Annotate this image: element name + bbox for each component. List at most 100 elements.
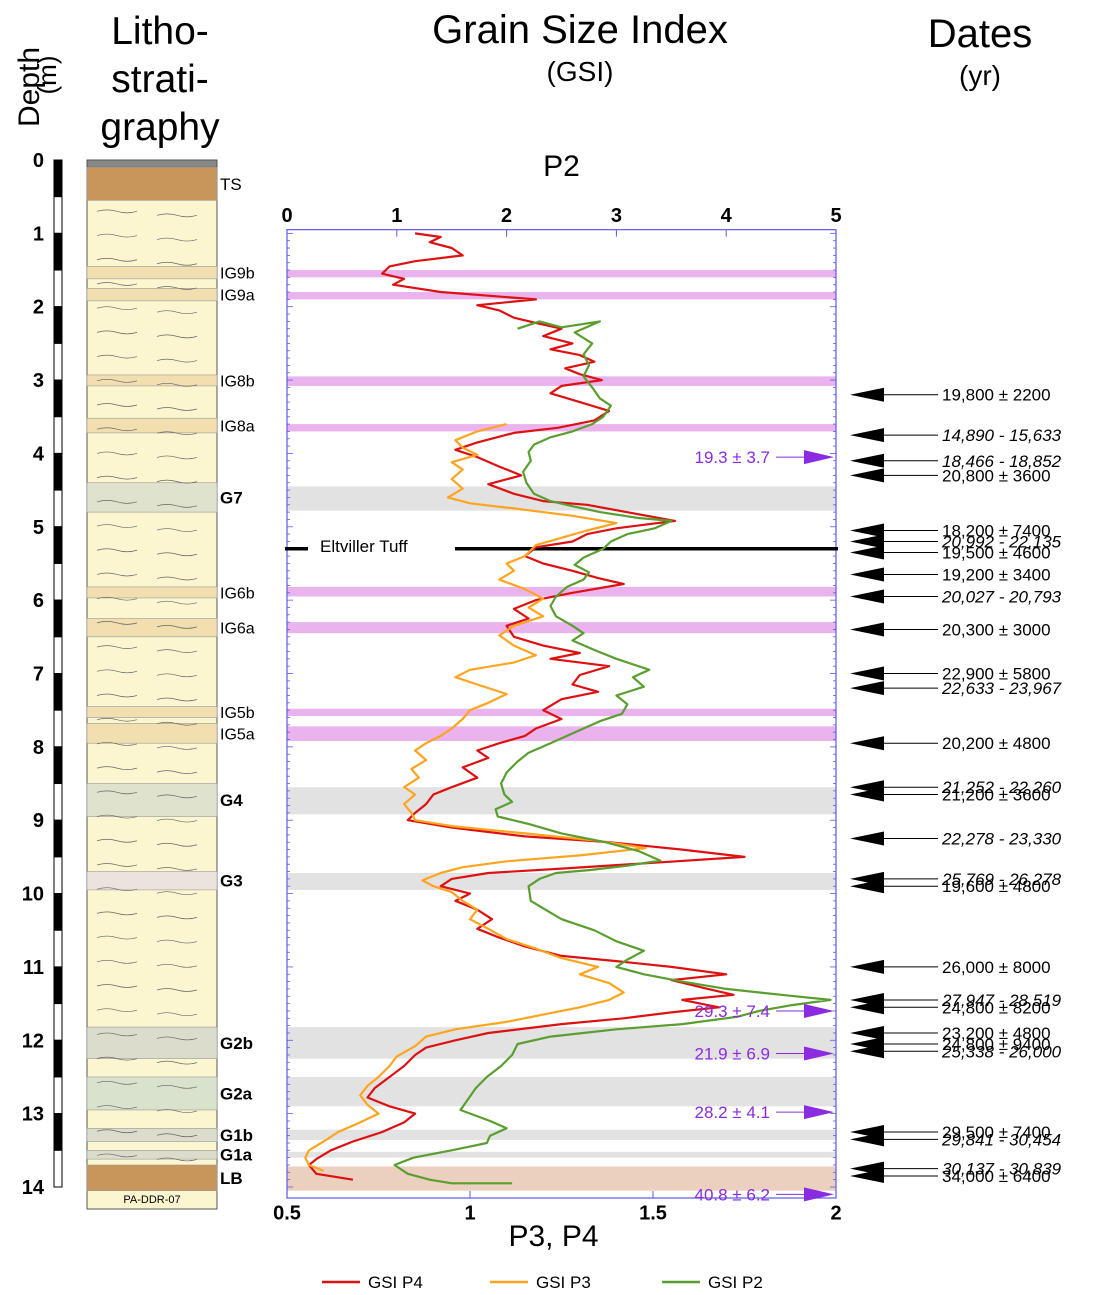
osl-arrow-head: [804, 1003, 834, 1018]
depth-scale-segment: [53, 1149, 63, 1188]
band-g3: [287, 873, 836, 890]
top-axis-tick-label: 3: [611, 205, 622, 227]
depth-scale-segment: [53, 1003, 63, 1041]
gsi-title-text: Grain Size Index: [432, 8, 728, 52]
date-arrow-head: [850, 523, 884, 538]
depth-scale-segment: [53, 342, 63, 381]
lithology-unit-label: G1a: [220, 1146, 253, 1165]
bottom-axis-tick-label: 1.5: [639, 1203, 667, 1225]
date-label: 19,800 ± 2200: [942, 386, 1051, 405]
lithology-unit-label: IG8b: [220, 373, 255, 390]
band-ig8b: [287, 376, 836, 386]
core-label: PA-DDR-07: [123, 1194, 180, 1206]
depth-scale-segment: [53, 856, 63, 895]
lithology-unit-label: G2b: [220, 1034, 253, 1053]
depth-tick-label: 5: [33, 517, 44, 539]
lithology-texture-line: [96, 1056, 198, 1065]
lithology-unit: [86, 417, 218, 434]
depth-scale-segment: [53, 379, 63, 418]
lithology-unit: [86, 1150, 218, 1160]
series-line-gsi-p4: [307, 232, 746, 1181]
lithology-unit: [86, 1026, 218, 1059]
depth-scale-segment: [53, 196, 63, 234]
lithostratigraphy-header: Litho- strati- graphy: [80, 8, 240, 152]
band-ig5b: [287, 708, 836, 717]
osl-value-label: 28.2 ± 4.1: [695, 1103, 771, 1122]
depth-tick-label: 3: [33, 370, 44, 392]
date-label: 20,300 ± 3000: [942, 620, 1051, 639]
date-label: 21,200 ± 3600: [942, 786, 1051, 805]
lithology-texture-line: [96, 790, 198, 799]
date-label: 30,137 - 30,839: [942, 1160, 1062, 1179]
lithology-texture-line: [96, 499, 198, 508]
lithology-texture-line: [96, 354, 198, 363]
date-label: 29,841 - 30,454: [941, 1130, 1061, 1149]
depth-tick-label: 2: [33, 297, 44, 319]
lithology-texture-line: [96, 596, 198, 605]
date-label: 26,000 ± 8000: [942, 958, 1051, 977]
depth-tick-label: 14: [22, 1177, 45, 1199]
band-g4: [287, 787, 836, 815]
bottom-axis-tick-label: 2: [830, 1203, 841, 1225]
lithology-texture-line: [96, 548, 198, 557]
date-label: 20,800 ± 3600: [942, 466, 1051, 485]
depth-scale-segment: [53, 562, 63, 601]
lithology-texture-line: [96, 742, 198, 750]
date-arrow-head: [850, 831, 884, 846]
lithology-texture-line: [96, 1105, 198, 1113]
osl-arrow-head: [804, 1105, 834, 1120]
series-line-gsi-p2: [393, 320, 832, 1185]
lithology-texture-line: [96, 984, 198, 992]
depth-tick-label: 4: [33, 443, 45, 465]
lithology-texture-line: [96, 717, 198, 726]
depth-scale-segment: [53, 1039, 63, 1078]
depth-scale-segment: [53, 232, 63, 271]
lithology-unit-label: G3: [220, 872, 243, 891]
date-arrow-head: [850, 666, 884, 681]
lithology-unit-label: IG9b: [220, 266, 255, 283]
date-label: 24,800 ± 8200: [942, 998, 1051, 1017]
depth-scale-segment: [53, 709, 63, 748]
date-label: 20,992 - 22,135: [941, 532, 1062, 551]
band-g2a: [287, 1076, 836, 1107]
top-axis-title: P2: [543, 150, 580, 183]
lithology-unit-label: TS: [220, 175, 242, 194]
depth-tick-label: 9: [33, 810, 44, 832]
lithology-unit: [86, 783, 218, 817]
lithology-unit-label: IG5b: [220, 705, 255, 722]
lithology-texture-line: [96, 1153, 198, 1162]
lithology-texture-line: [96, 863, 198, 871]
osl-arrow-head: [804, 1046, 834, 1061]
depth-tick-label: 13: [22, 1104, 44, 1126]
date-label: 18,466 - 18,852: [942, 452, 1062, 471]
lithology-unit: [86, 723, 218, 744]
depth-tick-label: 11: [23, 957, 44, 979]
date-arrow-head: [850, 681, 884, 696]
lithology-unit: [86, 1164, 218, 1191]
depth-scale-segment: [53, 893, 63, 931]
lithology-texture-line: [96, 1008, 198, 1017]
lithology-texture-line: [96, 887, 198, 896]
bottom-axis-tick-label: 0.5: [273, 1203, 301, 1225]
lithology-unit: [86, 706, 218, 718]
date-label: 22,278 - 23,330: [941, 830, 1062, 849]
band-g1b: [287, 1129, 836, 1141]
date-label: 19,600 ± 4800: [942, 877, 1051, 896]
depth-tick-label: 7: [33, 664, 44, 686]
lithology-texture-line: [96, 814, 198, 823]
date-label: 34,000 ± 6400: [942, 1167, 1051, 1186]
date-label: 24,800 ± 9400: [942, 1035, 1051, 1054]
depth-scale-segment: [53, 1076, 63, 1115]
date-arrow-head: [850, 428, 884, 443]
date-label: 21,252 - 22,260: [941, 778, 1062, 797]
lithology-texture-line: [96, 669, 198, 678]
top-axis-tick-label: 2: [501, 205, 512, 227]
band-ig6a: [287, 622, 836, 634]
gsi-subtitle-text: (GSI): [546, 56, 614, 87]
lithology-texture-line: [96, 911, 198, 920]
depth-scale-segment: [53, 783, 63, 821]
date-arrow-head: [850, 1044, 884, 1059]
lithology-texture-line: [96, 838, 198, 847]
date-arrow-head: [850, 534, 884, 549]
lithology-texture-line: [96, 378, 198, 387]
